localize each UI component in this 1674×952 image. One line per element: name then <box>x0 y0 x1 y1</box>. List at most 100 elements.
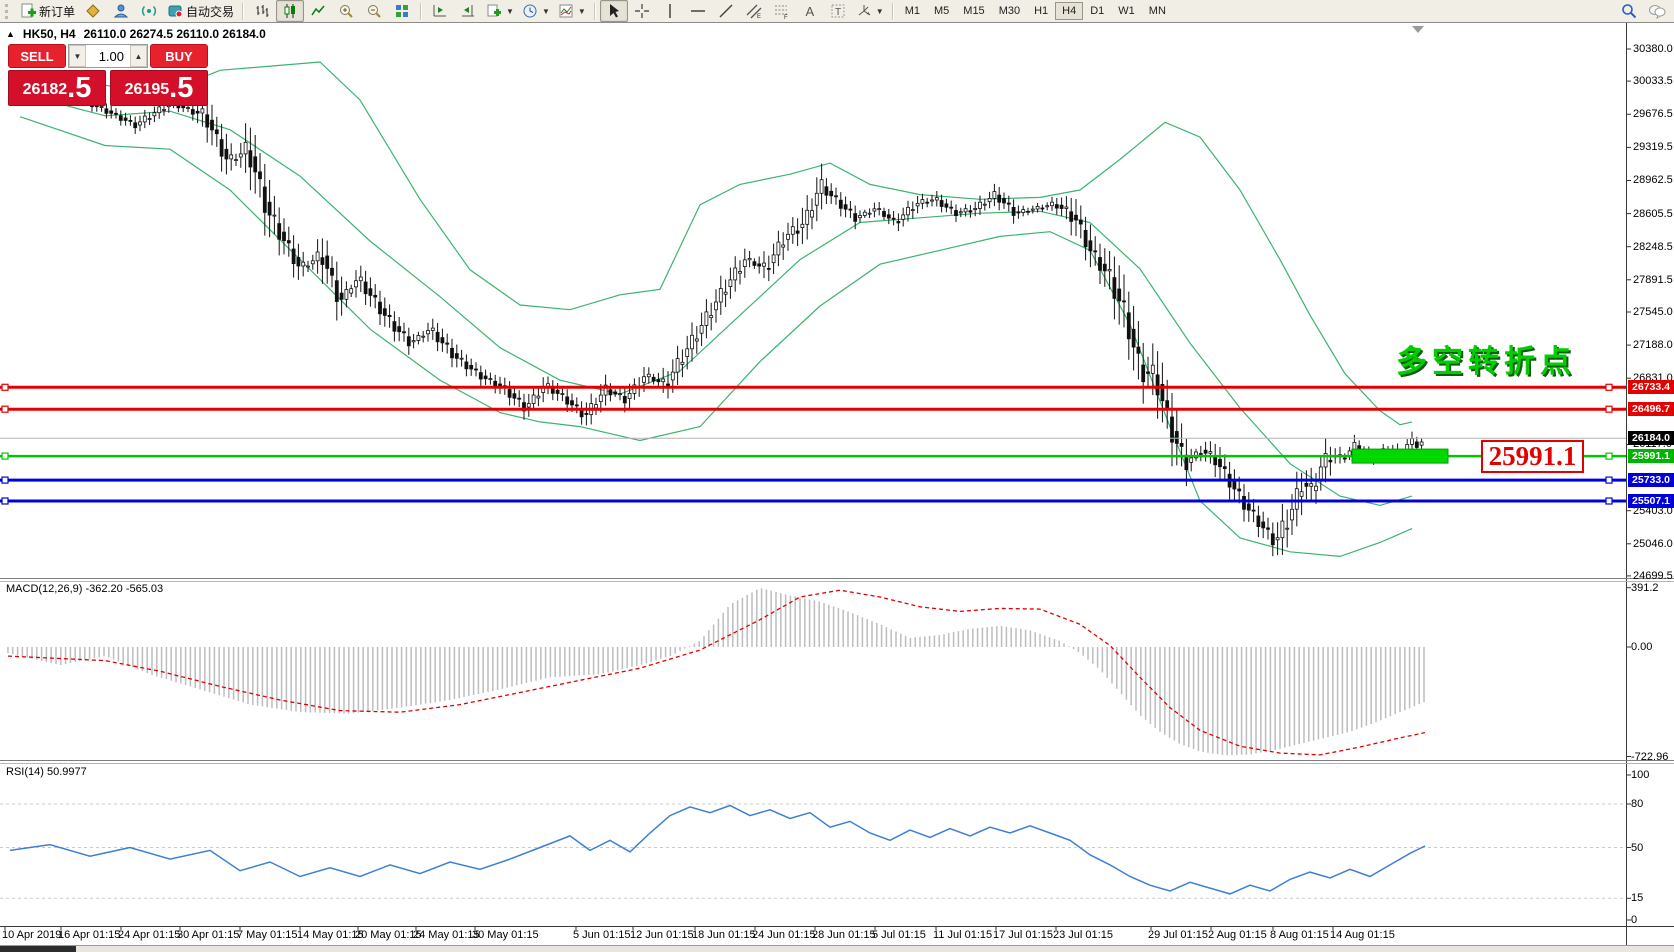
time-tick-label: 28 Jun 01:15 <box>812 929 876 941</box>
price-callout-label[interactable]: 25991.1 <box>1481 440 1584 473</box>
autotrading-button[interactable]: 自动交易 <box>163 0 238 22</box>
signals-button[interactable] <box>135 0 163 22</box>
scrollbar-thumb[interactable] <box>0 946 76 952</box>
line-chart-button[interactable] <box>304 0 332 22</box>
periods-button[interactable]: ▼ <box>518 0 554 22</box>
time-tick-label: 11 Jul 01:15 <box>933 929 993 941</box>
dropdown-caret-icon: ▼ <box>541 6 550 16</box>
templates-button[interactable]: ▼ <box>554 0 590 22</box>
timeframe-button-d1[interactable]: D1 <box>1090 5 1105 17</box>
hline-handle[interactable] <box>1605 452 1613 460</box>
price-tick-label: 29676.5 <box>1633 108 1673 121</box>
zoom-out-icon <box>368 5 381 18</box>
hline-handle[interactable] <box>1605 383 1613 391</box>
crosshair-icon <box>634 4 649 18</box>
chart-shift-button[interactable] <box>454 0 482 22</box>
arrows-tool-button[interactable]: ▼ <box>852 0 888 22</box>
svg-text:E: E <box>757 14 761 19</box>
hline-handle[interactable] <box>1 383 9 391</box>
timeframe-button-h4[interactable]: H4 <box>1055 2 1084 20</box>
buy-price-box[interactable]: 26195 .5 <box>110 70 208 106</box>
time-tick-label: 14 Aug 01:15 <box>1330 929 1395 941</box>
rsi-tick-label: 80 <box>1631 798 1644 810</box>
zoom-in-button[interactable] <box>332 0 360 22</box>
buy-button[interactable]: BUY <box>150 44 208 68</box>
trendline-tool-button[interactable] <box>712 0 740 22</box>
price-tick-label: 24699.5 <box>1633 569 1673 582</box>
hline-handle[interactable] <box>1605 497 1613 505</box>
candles <box>18 75 1424 557</box>
sell-price-box[interactable]: 26182 .5 <box>8 70 106 106</box>
volume-increase-button[interactable]: ▲ <box>130 45 147 67</box>
timeframe-button-w1[interactable]: W1 <box>1118 5 1135 17</box>
hline-handle[interactable] <box>1 452 9 460</box>
market-watch-button[interactable] <box>79 0 107 22</box>
volume-input[interactable]: 1.00 <box>98 48 124 64</box>
time-tick-label: 24 May 01:15 <box>413 929 480 941</box>
volume-decrease-button[interactable]: ▼ <box>69 45 86 67</box>
timeframe-button-h1[interactable]: H1 <box>1034 5 1049 17</box>
candle-chart-button[interactable] <box>276 0 305 22</box>
hline-tool-button[interactable] <box>684 0 712 22</box>
label-tool-button[interactable]: T <box>824 0 852 22</box>
price-badge-26496.7: 26496.7 <box>1628 402 1674 417</box>
profile-button[interactable] <box>107 0 135 22</box>
macd-tick-label: 391.2 <box>1631 581 1659 594</box>
chart-shift-icon <box>462 5 475 17</box>
indicators-button[interactable]: ▼ <box>482 0 518 22</box>
text-tool-button[interactable]: A <box>796 0 824 22</box>
sell-button[interactable]: SELL <box>8 44 66 68</box>
text-tool-icon: A <box>805 3 815 19</box>
pane-separator <box>0 581 1674 582</box>
chinese-annotation-text[interactable]: 多空转折点 <box>1396 344 1576 379</box>
signal-icon <box>141 5 157 17</box>
toolbar-grip[interactable] <box>5 3 12 19</box>
rsi-line <box>9 804 1426 895</box>
price-tick-label: 27188.0 <box>1633 339 1673 352</box>
trendline-icon <box>719 4 733 18</box>
vline-tool-button[interactable] <box>656 0 684 22</box>
macd-tick-label: 0.00 <box>1631 641 1653 653</box>
panel-collapse-arrow[interactable]: ▲ <box>6 29 15 39</box>
main-toolbar: 新订单 自动交易 ▼ ▼ <box>0 0 1674 23</box>
channel-tool-button[interactable]: E <box>740 0 768 22</box>
cursor-button[interactable] <box>599 0 628 22</box>
pane-separator[interactable] <box>0 760 1674 761</box>
new-order-button[interactable]: 新订单 <box>16 0 79 22</box>
chat-button[interactable] <box>1643 0 1671 22</box>
timeframe-button-m15[interactable]: M15 <box>963 5 985 17</box>
time-tick-label: 18 Jun 01:15 <box>692 929 756 941</box>
green-highlight-rect[interactable] <box>1351 448 1449 464</box>
time-tick-label: 7 May 01:15 <box>237 929 298 941</box>
tile-windows-button[interactable] <box>388 0 416 22</box>
time-tick-label: 5 Jun 01:15 <box>573 929 631 941</box>
search-icon <box>1622 4 1637 19</box>
bar-chart-button[interactable] <box>248 0 276 22</box>
pane-separator[interactable] <box>0 578 1674 579</box>
price-tick-label: 30033.5 <box>1633 75 1673 88</box>
hline-handle[interactable] <box>1605 476 1613 484</box>
timeframe-button-m30[interactable]: M30 <box>998 5 1021 17</box>
chart-title: ▲ HK50, H4 26110.0 26274.5 26110.0 26184… <box>6 27 266 41</box>
timeframe-button-m5[interactable]: M5 <box>934 5 950 17</box>
crosshair-button[interactable] <box>628 0 656 22</box>
time-tick-label: 5 Jul 01:15 <box>872 929 926 941</box>
hline-handle[interactable] <box>1605 405 1613 413</box>
indicators-plus-icon <box>487 4 502 17</box>
timeframe-button-m1[interactable]: M1 <box>904 5 920 17</box>
fibonacci-tool-button[interactable]: F <box>768 0 796 22</box>
hline-handle[interactable] <box>1 405 9 413</box>
label-tool-icon: T <box>831 4 845 18</box>
timeframe-button-mn[interactable]: MN <box>1148 5 1166 17</box>
chart-shift-marker[interactable] <box>1412 26 1424 33</box>
price-badge-25991.1: 25991.1 <box>1628 449 1674 464</box>
zoom-out-button[interactable] <box>360 0 388 22</box>
search-button[interactable] <box>1615 0 1643 22</box>
hline-handle[interactable] <box>1 497 9 505</box>
time-tick-label: 30 Apr 01:15 <box>177 929 240 941</box>
price-tick-label: 28605.5 <box>1633 207 1673 220</box>
hline-handle[interactable] <box>1 476 9 484</box>
time-tick-label: 23 Jul 01:15 <box>1053 929 1113 941</box>
dropdown-caret-icon: ▼ <box>506 6 514 16</box>
auto-scroll-button[interactable] <box>426 0 454 22</box>
